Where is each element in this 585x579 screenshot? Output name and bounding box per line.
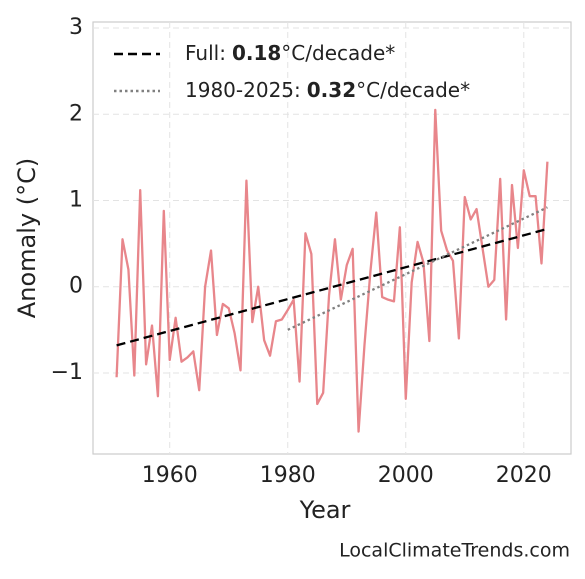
- y-tick-label: 1: [69, 187, 83, 212]
- legend-name: 1980-2025:: [185, 78, 301, 102]
- trend-line: [287, 206, 548, 331]
- x-tick-label: 1980: [260, 463, 316, 488]
- y-tick-label: 3: [69, 15, 83, 40]
- legend-slope: 0.18: [232, 41, 281, 65]
- y-tick-label: −1: [51, 360, 83, 385]
- legend-unit: °C/decade*: [281, 41, 395, 65]
- legend-label: Full: 0.18°C/decade*: [185, 41, 395, 65]
- anomaly-line: [115, 108, 549, 433]
- x-tick-label: 2020: [496, 463, 552, 488]
- y-axis-label: Anomaly (°C): [13, 158, 41, 318]
- trend-line: [116, 227, 548, 347]
- legend-slope: 0.32: [307, 78, 356, 102]
- plot-frame: [92, 21, 572, 455]
- legend-unit: °C/decade*: [356, 78, 470, 102]
- x-tick-label: 1960: [142, 463, 198, 488]
- legend-label: 1980-2025: 0.32°C/decade*: [185, 78, 470, 102]
- legend-name: Full:: [185, 41, 226, 65]
- x-tick-label: 2000: [378, 463, 434, 488]
- y-tick-label: 0: [69, 274, 83, 299]
- y-tick-label: 2: [69, 101, 83, 126]
- watermark: LocalClimateTrends.com: [339, 540, 570, 562]
- x-axis-label: Year: [299, 496, 351, 524]
